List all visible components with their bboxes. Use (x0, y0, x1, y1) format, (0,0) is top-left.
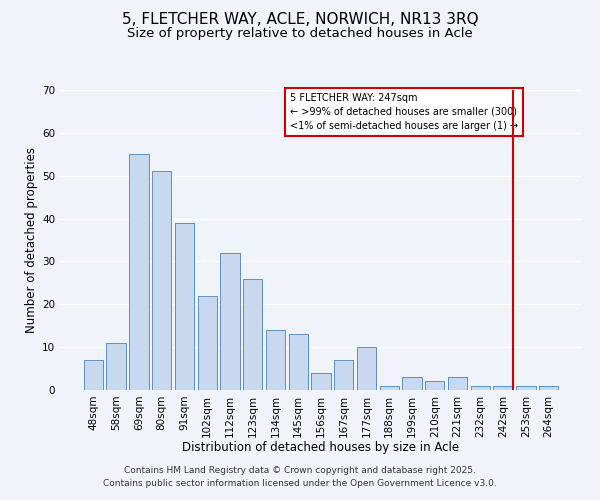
X-axis label: Distribution of detached houses by size in Acle: Distribution of detached houses by size … (182, 441, 460, 454)
Bar (357, 347, 376, 390)
Text: 5, FLETCHER WAY, ACLE, NORWICH, NR13 3RQ: 5, FLETCHER WAY, ACLE, NORWICH, NR13 3RQ (122, 12, 478, 28)
Bar (539, 386, 558, 390)
Bar (243, 278, 262, 390)
Bar (220, 253, 239, 390)
Text: Size of property relative to detached houses in Acle: Size of property relative to detached ho… (127, 28, 473, 40)
Bar (403, 377, 422, 390)
Y-axis label: Number of detached properties: Number of detached properties (25, 147, 38, 333)
Bar (266, 330, 285, 390)
Bar (311, 373, 331, 390)
Bar (84, 360, 103, 390)
Bar (493, 386, 513, 390)
Text: 5 FLETCHER WAY: 247sqm
← >99% of detached houses are smaller (300)
<1% of semi-d: 5 FLETCHER WAY: 247sqm ← >99% of detache… (290, 93, 518, 131)
Bar (197, 296, 217, 390)
Bar (470, 386, 490, 390)
Bar (516, 386, 536, 390)
Bar (334, 360, 353, 390)
Bar (425, 382, 445, 390)
Bar (289, 334, 308, 390)
Bar (380, 386, 399, 390)
Bar (175, 223, 194, 390)
Bar (448, 377, 467, 390)
Bar (106, 343, 126, 390)
Text: Contains HM Land Registry data © Crown copyright and database right 2025.
Contai: Contains HM Land Registry data © Crown c… (103, 466, 497, 487)
Bar (152, 172, 172, 390)
Bar (129, 154, 149, 390)
